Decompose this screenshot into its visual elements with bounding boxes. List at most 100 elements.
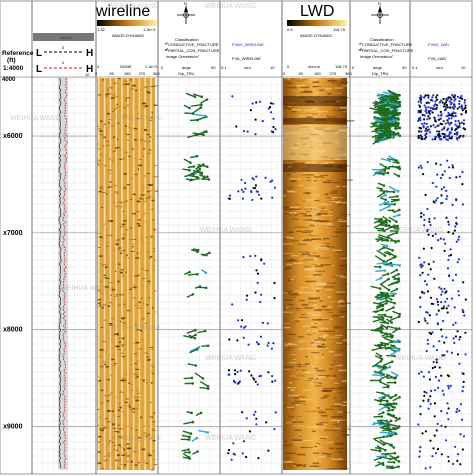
wireline-texture — [126, 134, 131, 136]
tadpole-tail — [373, 222, 384, 229]
tadpole-tail — [374, 398, 381, 402]
lwd-texture — [284, 440, 287, 443]
wireline-texture — [108, 185, 113, 188]
lwd-texture — [290, 152, 296, 154]
depth-label: x9000 — [3, 423, 23, 430]
aperture-dot-blue — [427, 407, 430, 410]
wireline-texture — [142, 278, 146, 279]
lwd-texture — [300, 242, 311, 244]
lwd-texture — [307, 302, 318, 304]
tadpole-tail — [382, 91, 393, 96]
lwd-texture — [318, 220, 330, 222]
lwd-texture — [319, 439, 325, 440]
tadpole-tail — [376, 391, 383, 394]
lwd-texture — [338, 203, 342, 206]
wireline-texture — [140, 349, 144, 350]
lwd-texture — [312, 252, 317, 254]
lwd-texture — [336, 139, 339, 141]
lwd-texture — [342, 154, 352, 156]
wireline-texture — [122, 233, 127, 235]
wireline-pad-gap — [103, 78, 106, 470]
aperture-dot-blue — [242, 256, 245, 259]
tadpole-tail — [389, 97, 397, 101]
aperture-dot-black — [419, 111, 422, 114]
aperture-dot-blue — [425, 311, 428, 314]
aperture-dot-blue — [442, 186, 446, 189]
wireline-texture — [110, 125, 115, 127]
aperture-dot-blue — [432, 260, 435, 263]
wireline-texture — [118, 304, 121, 306]
aperture-dot-black — [445, 307, 448, 310]
tadpole-tail — [195, 165, 201, 170]
aperture-dot-blue — [423, 96, 426, 99]
lwd-texture — [300, 377, 303, 379]
lwd-texture — [322, 334, 329, 336]
wireline-texture — [144, 86, 148, 88]
aperture-dot-blue — [428, 131, 432, 134]
aperture-dot-black — [273, 281, 276, 285]
lwd-texture — [290, 378, 300, 380]
wireline-texture — [116, 431, 120, 433]
aperture-dot-blue — [450, 101, 453, 104]
lwd-texture — [289, 362, 297, 364]
aperture-dot-blue — [424, 134, 427, 137]
aperture-dot-black — [422, 173, 425, 176]
lwd-texture — [332, 220, 339, 222]
tadpole-tail — [380, 194, 387, 199]
wireline-texture — [120, 149, 122, 151]
lwd-texture — [286, 406, 294, 408]
lwd-texture — [320, 327, 329, 330]
wireline-texture — [137, 404, 140, 406]
wireline-texture — [135, 390, 139, 392]
lwd-texture — [332, 388, 343, 390]
aperture-dot-blue — [434, 232, 437, 236]
first-depth-label: 4000 — [2, 77, 16, 83]
lwd-texture — [334, 442, 342, 445]
lwd-texture — [313, 399, 316, 401]
aperture-dot-blue — [441, 128, 444, 131]
lwd-orientation-label: Image Orientation° — [360, 54, 394, 59]
aperture-dot-blue — [264, 176, 267, 179]
wireline-texture — [131, 148, 134, 150]
lwd-texture — [310, 342, 314, 344]
wireline-texture — [133, 450, 137, 453]
lwd-texture — [291, 408, 295, 410]
tadpole-tail — [391, 273, 399, 278]
tadpole-tail — [374, 255, 385, 262]
lwd-scale-right: 118.75 — [333, 27, 346, 32]
aperture-dot-blue — [422, 213, 425, 216]
aperture-dot-blue — [454, 445, 457, 448]
tadpole-tail — [379, 439, 386, 445]
lwd-texture — [313, 180, 317, 182]
wireline-texture — [98, 304, 102, 306]
aperture-dot-black — [447, 96, 450, 99]
wireline-texture — [97, 409, 100, 410]
wireline-texture — [125, 398, 129, 400]
aperture-dot-black — [253, 187, 257, 190]
tadpole-tail — [375, 269, 385, 272]
aperture-dot-blue — [418, 256, 421, 259]
lwd-texture — [314, 465, 321, 467]
lwd-texture — [323, 238, 330, 240]
wireline-texture — [108, 119, 112, 120]
aperture-dot-blue — [253, 413, 256, 416]
lwd-texture — [332, 249, 343, 251]
lwd-texture — [301, 251, 310, 253]
wireline-texture — [125, 255, 127, 257]
lwd-texture — [327, 296, 332, 298]
aperture-dot-blue — [419, 446, 422, 449]
lwd-texture — [318, 245, 329, 247]
lwd-color-bar — [287, 20, 347, 26]
aperture-dot-blue — [236, 370, 239, 373]
tadpole-tail — [375, 131, 387, 136]
lwd-texture — [319, 223, 325, 225]
wireline-class-legend-title: Classification — [175, 37, 199, 42]
lwd-texture — [283, 239, 290, 240]
wireline-texture — [104, 286, 109, 288]
wireline-texture — [154, 311, 158, 313]
aperture-dot-blue — [425, 391, 428, 394]
lwd-texture — [317, 345, 323, 347]
aperture-dot-blue — [435, 313, 438, 316]
aperture-dot-blue — [251, 198, 254, 201]
tadpole-tail — [387, 102, 398, 106]
